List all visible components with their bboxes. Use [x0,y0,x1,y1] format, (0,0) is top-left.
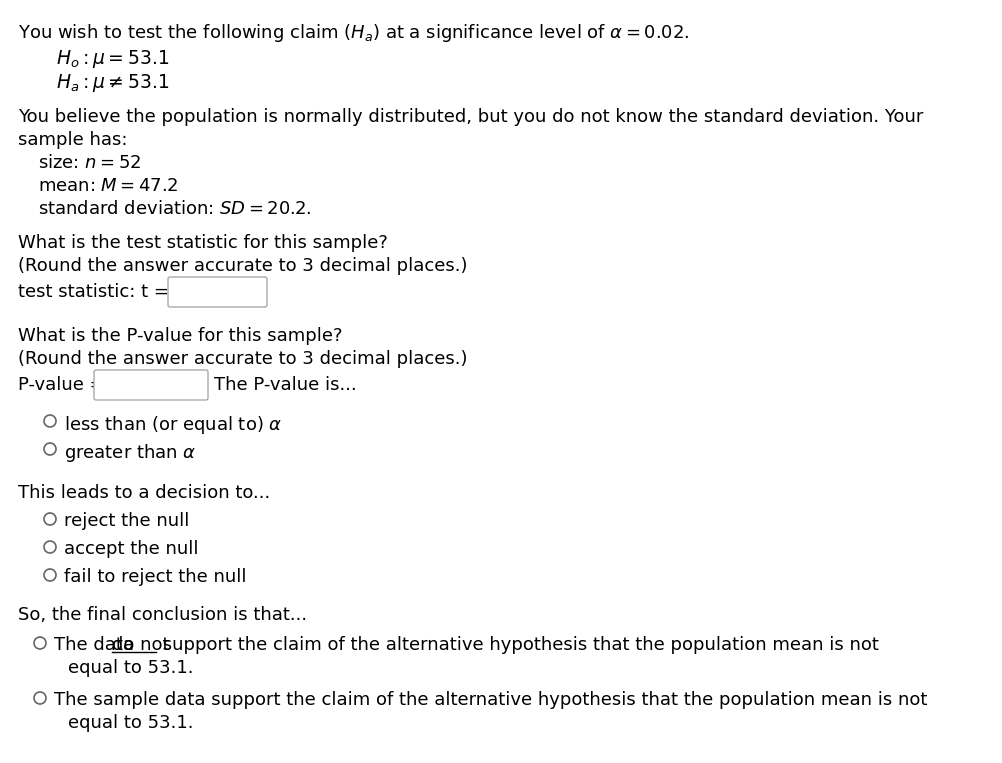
Text: $H_a: \mu \neq 53.1$: $H_a: \mu \neq 53.1$ [56,72,169,94]
Circle shape [44,513,56,525]
Text: So, the final conclusion is that...: So, the final conclusion is that... [18,606,307,624]
Text: support the claim of the alternative hypothesis that the population mean is not: support the claim of the alternative hyp… [157,636,878,654]
Text: do not: do not [112,636,169,654]
Text: This leads to a decision to...: This leads to a decision to... [18,484,270,502]
Text: You believe the population is normally distributed, but you do not know the stan: You believe the population is normally d… [18,108,923,126]
Text: $H_o: \mu = 53.1$: $H_o: \mu = 53.1$ [56,48,169,70]
Text: test statistic: t =: test statistic: t = [18,283,168,301]
Text: equal to 53.1.: equal to 53.1. [68,659,193,677]
FancyBboxPatch shape [167,277,267,307]
Circle shape [44,569,56,581]
Text: greater than $\alpha$: greater than $\alpha$ [64,442,196,464]
Text: standard deviation: $SD = 20.2$.: standard deviation: $SD = 20.2$. [38,200,312,218]
Text: size: $n = 52$: size: $n = 52$ [38,154,141,172]
Circle shape [34,692,46,704]
Text: fail to reject the null: fail to reject the null [64,568,246,586]
Text: equal to 53.1.: equal to 53.1. [68,714,193,732]
Text: less than (or equal to) $\alpha$: less than (or equal to) $\alpha$ [64,414,283,436]
Circle shape [34,637,46,649]
Text: What is the test statistic for this sample?: What is the test statistic for this samp… [18,234,388,252]
Text: mean: $M = 47.2$: mean: $M = 47.2$ [38,177,177,195]
Text: (Round the answer accurate to 3 decimal places.): (Round the answer accurate to 3 decimal … [18,257,467,275]
Text: (Round the answer accurate to 3 decimal places.): (Round the answer accurate to 3 decimal … [18,350,467,368]
Text: You wish to test the following claim ($H_a$) at a significance level of $\alpha : You wish to test the following claim ($H… [18,22,689,44]
FancyBboxPatch shape [94,370,207,400]
Circle shape [44,415,56,427]
Text: The data: The data [54,636,139,654]
Circle shape [44,443,56,455]
Text: What is the P-value for this sample?: What is the P-value for this sample? [18,327,342,345]
Text: The P-value is...: The P-value is... [213,376,357,394]
Text: The sample data support the claim of the alternative hypothesis that the populat: The sample data support the claim of the… [54,691,927,709]
Text: sample has:: sample has: [18,131,127,149]
Text: accept the null: accept the null [64,540,198,558]
Circle shape [44,541,56,553]
Text: P-value =: P-value = [18,376,104,394]
Text: reject the null: reject the null [64,512,189,530]
